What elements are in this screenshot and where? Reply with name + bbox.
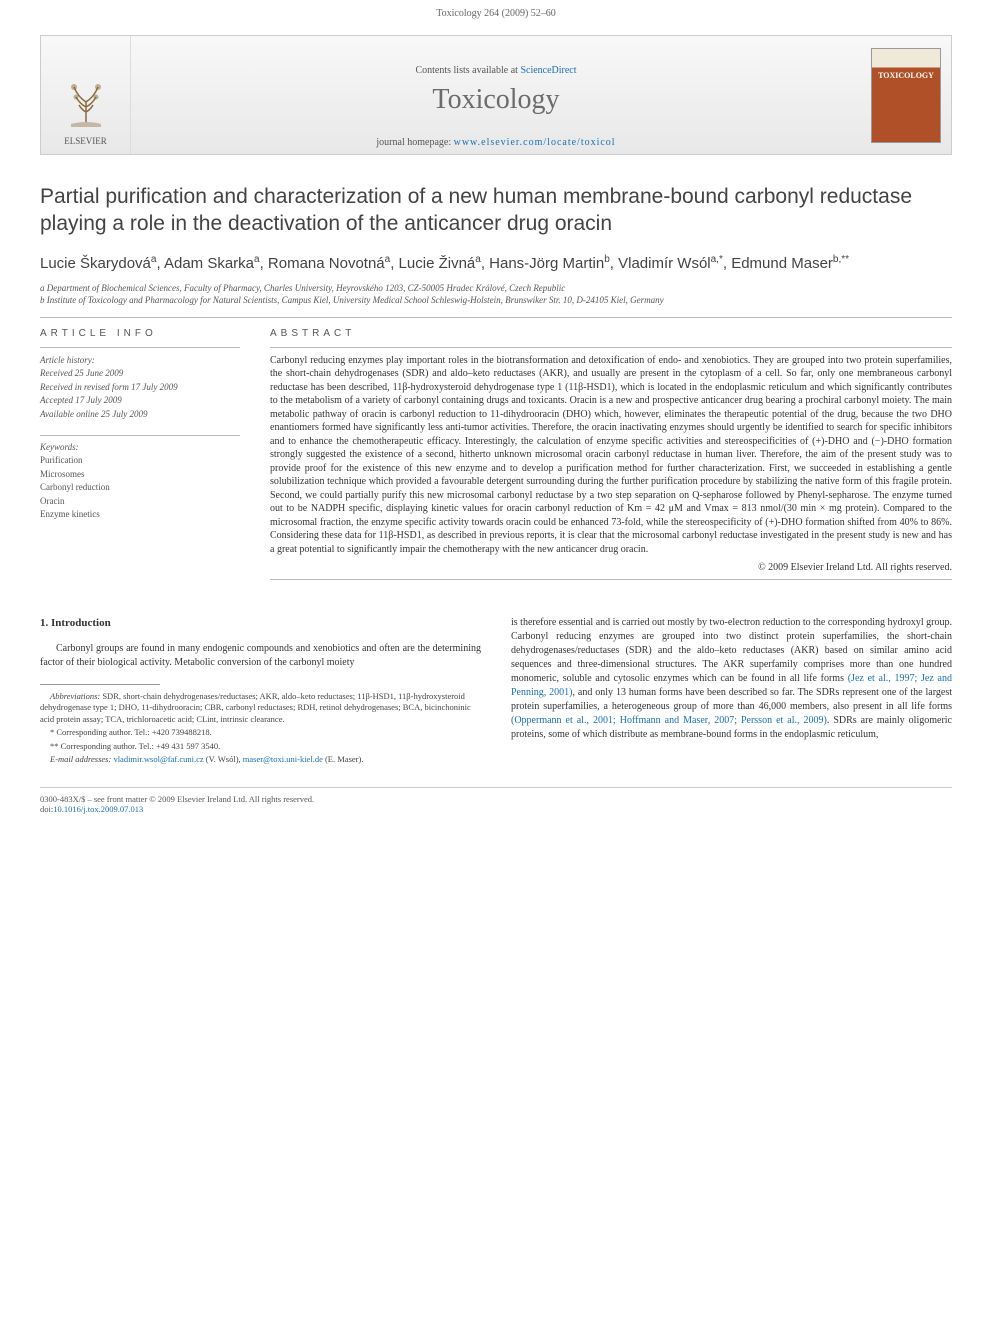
affiliations: a Department of Biochemical Sciences, Fa… (40, 282, 952, 307)
abstract-block: ABSTRACT Carbonyl reducing enzymes play … (270, 328, 952, 587)
citation-link-2[interactable]: (Oppermann et al., 2001; Hoffmann and Ma… (511, 715, 827, 726)
cover-label: TOXICOLOGY (872, 71, 940, 80)
keyword-item: Enzyme kinetics (40, 508, 240, 522)
footer-doi-line: doi:10.1016/j.tox.2009.07.013 (40, 804, 952, 814)
keywords-list: Purification Microsomes Carbonyl reducti… (40, 454, 240, 522)
history-revised: Received in revised form 17 July 2009 (40, 381, 240, 395)
homepage-prefix: journal homepage: (376, 137, 453, 148)
abbrev-label: Abbreviations: (50, 691, 100, 701)
page-footer: 0300-483X/$ – see front matter © 2009 El… (40, 787, 952, 814)
footnotes-block: Abbreviations: SDR, short-chain dehydrog… (40, 691, 481, 766)
journal-banner: ELSEVIER Contents lists available at Sci… (40, 35, 952, 155)
email-name-1: (V. Wsól), (204, 754, 243, 764)
elsevier-tree-logo (56, 72, 116, 132)
journal-name: Toxicology (432, 84, 559, 116)
contents-available-line: Contents lists available at ScienceDirec… (415, 65, 576, 76)
article-body: Partial purification and characterizatio… (40, 183, 952, 767)
article-info-heading: ARTICLE INFO (40, 328, 240, 339)
journal-homepage-link[interactable]: www.elsevier.com/locate/toxicol (454, 137, 616, 148)
publisher-name: ELSEVIER (64, 136, 107, 146)
article-title: Partial purification and characterizatio… (40, 183, 952, 238)
keyword-item: Carbonyl reduction (40, 481, 240, 495)
doi-prefix: doi: (40, 804, 53, 814)
right-column: is therefore essential and is carried ou… (511, 616, 952, 767)
article-history: Article history: Received 25 June 2009 R… (40, 354, 240, 422)
corresponding-author-2: ** Corresponding author. Tel.: +49 431 5… (40, 741, 481, 752)
keyword-item: Purification (40, 454, 240, 468)
abbreviations-footnote: Abbreviations: SDR, short-chain dehydrog… (40, 691, 481, 725)
keywords-label: Keywords: (40, 442, 240, 452)
running-head: Toxicology 264 (2009) 52–60 (0, 0, 992, 27)
email-link-1[interactable]: vladimir.wsol@faf.cuni.cz (113, 754, 203, 764)
footnote-rule (40, 684, 160, 685)
abstract-divider (270, 347, 952, 348)
journal-cover-thumb: TOXICOLOGY (871, 48, 941, 143)
history-accepted: Accepted 17 July 2009 (40, 394, 240, 408)
affiliation-a: a Department of Biochemical Sciences, Fa… (40, 282, 952, 295)
sciencedirect-link[interactable]: ScienceDirect (520, 65, 576, 76)
info-divider-2 (40, 435, 240, 436)
article-info-block: ARTICLE INFO Article history: Received 2… (40, 328, 240, 587)
history-label: Article history: (40, 354, 240, 368)
divider-top (40, 317, 952, 318)
affiliation-b: b Institute of Toxicology and Pharmacolo… (40, 294, 952, 307)
intro-para-left: Carbonyl groups are found in many endoge… (40, 642, 481, 670)
abstract-copyright: © 2009 Elsevier Ireland Ltd. All rights … (270, 562, 952, 573)
banner-center: Contents lists available at ScienceDirec… (131, 36, 861, 154)
history-online: Available online 25 July 2009 (40, 408, 240, 422)
history-received: Received 25 June 2009 (40, 367, 240, 381)
publisher-block: ELSEVIER (41, 36, 131, 154)
email-footnote: E-mail addresses: vladimir.wsol@faf.cuni… (40, 754, 481, 765)
abbrev-text: SDR, short-chain dehydrogenases/reductas… (40, 691, 471, 724)
info-abstract-row: ARTICLE INFO Article history: Received 2… (40, 328, 952, 587)
doi-link[interactable]: 10.1016/j.tox.2009.07.013 (53, 804, 143, 814)
info-divider-1 (40, 347, 240, 348)
contents-prefix: Contents lists available at (415, 65, 520, 76)
email-name-2: (E. Maser). (323, 754, 364, 764)
abstract-heading: ABSTRACT (270, 328, 952, 339)
cover-block: TOXICOLOGY (861, 36, 951, 154)
intro-para-right: is therefore essential and is carried ou… (511, 616, 952, 742)
right-text-2: , and only 13 human forms have been desc… (511, 687, 952, 712)
homepage-line: journal homepage: www.elsevier.com/locat… (376, 137, 615, 148)
email-link-2[interactable]: maser@toxi.uni-kiel.de (243, 754, 323, 764)
corresponding-author-1: * Corresponding author. Tel.: +420 73948… (40, 727, 481, 738)
author-list: Lucie Škarydováa, Adam Skarkaa, Romana N… (40, 254, 952, 272)
keyword-item: Oracin (40, 495, 240, 509)
abstract-bottom-divider (270, 579, 952, 580)
footer-copyright: 0300-483X/$ – see front matter © 2009 El… (40, 794, 952, 804)
left-column: 1. Introduction Carbonyl groups are foun… (40, 616, 481, 767)
abstract-text: Carbonyl reducing enzymes play important… (270, 354, 952, 557)
section-1-heading: 1. Introduction (40, 616, 481, 631)
email-label: E-mail addresses: (50, 754, 111, 764)
keyword-item: Microsomes (40, 468, 240, 482)
body-columns: 1. Introduction Carbonyl groups are foun… (40, 616, 952, 767)
